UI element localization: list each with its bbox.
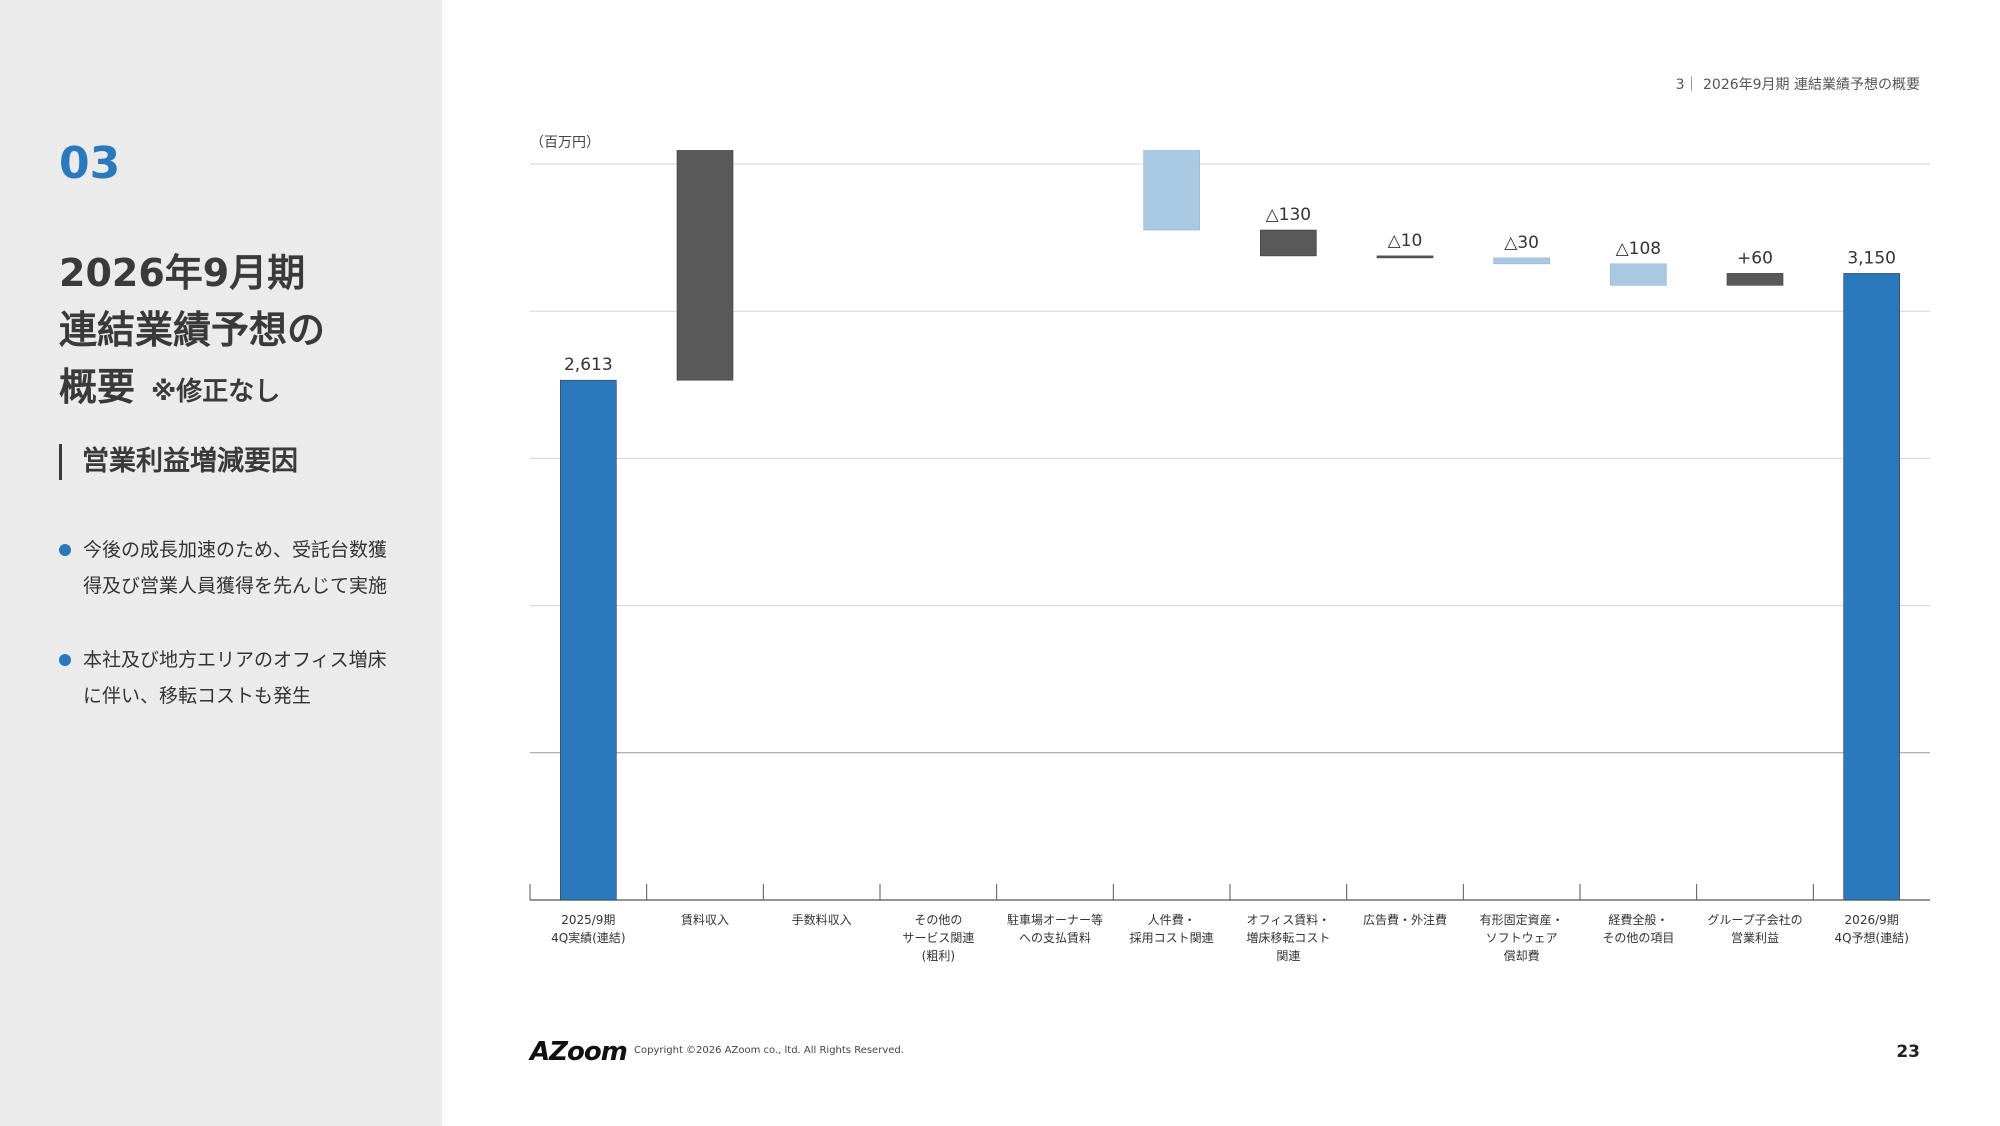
data-label: 3,150: [1847, 248, 1896, 268]
category-label: 駐車場オーナー等への支払賃料: [1007, 912, 1103, 945]
data-label: 2,613: [564, 355, 613, 375]
bar: [1610, 263, 1667, 286]
category-label-line: ソフトウェア: [1486, 931, 1558, 945]
category-label-line: 償却費: [1504, 948, 1540, 963]
category-label-line: 人件費・: [1148, 912, 1196, 927]
bar: [1726, 273, 1784, 286]
category-label-line: 4Q予想(連結): [1834, 930, 1908, 945]
sidebar: 03 2026年9月期 連結業績予想の 概要 ※修正なし 営業利益増減要因 今後の…: [0, 0, 442, 1126]
category-label-line: 手数料収入: [792, 912, 852, 927]
category-label-line: 広告費・外注費: [1363, 912, 1447, 927]
category-label-line: その他の項目: [1602, 931, 1674, 945]
category-label: その他のサービス関連 (粗利): [902, 913, 974, 963]
category-label: 経費全般・その他の項目: [1602, 912, 1674, 945]
data-label: △108: [1616, 239, 1662, 259]
category-label: 2026/9期 4Q予想(連結): [1834, 913, 1908, 945]
breadcrumb: 3｜ 2026年9月期 連結業績予想の概要: [1675, 77, 1920, 93]
category-label-line: への支払賃料: [1019, 930, 1091, 945]
data-label: △130: [1266, 205, 1312, 225]
chart-unit-label: （百万円）: [530, 135, 600, 151]
bar: [1376, 255, 1434, 259]
azoom-logo: AZoom: [530, 1037, 628, 1067]
bar: [1143, 150, 1200, 231]
section-title-line: 連結業績予想の: [59, 308, 326, 352]
category-label-line: 2025/9期: [561, 913, 615, 927]
section-title-line: 2026年9月期: [59, 251, 306, 295]
category-label-line: その他の: [914, 913, 962, 927]
category-label: オフィス賃料・増床移転コスト関連: [1246, 912, 1330, 963]
section-title-line-text: 概要: [59, 365, 136, 409]
data-label: +60: [1737, 248, 1773, 268]
category-label: 人件費・採用コスト関連: [1130, 912, 1214, 945]
category-label-line: 増床移転コスト: [1246, 931, 1330, 945]
category-label-line: (粗利): [922, 949, 955, 963]
category-label: 2025/9期 4Q実績(連結): [551, 913, 625, 945]
section-title-line: 概要 ※修正なし: [59, 359, 429, 421]
category-label-line: 賃料収入: [681, 912, 729, 927]
category-label-line: サービス関連: [902, 931, 974, 945]
category-label-line: 営業利益: [1731, 931, 1779, 945]
data-label: △30: [1504, 233, 1539, 253]
category-label-line: 2026/9期: [1845, 913, 1899, 927]
category-label-line: 経費全般・: [1608, 912, 1668, 927]
data-label: △10: [1388, 231, 1423, 251]
bar: [676, 150, 734, 381]
category-label-line: 関連: [1276, 949, 1300, 963]
bar: [1843, 273, 1900, 901]
category-label-line: 4Q実績(連結): [551, 930, 625, 945]
subheading: 営業利益増減要因: [59, 444, 298, 480]
title-note: ※修正なし: [151, 377, 281, 407]
category-label-line: 駐車場オーナー等: [1007, 912, 1103, 927]
category-label-line: 有形固定資産・: [1480, 912, 1564, 927]
category-label: 賃料収入: [681, 912, 729, 927]
category-label-line: 採用コスト関連: [1130, 931, 1214, 945]
category-label: 手数料収入: [792, 912, 852, 927]
category-label-line: グループ子会社の: [1707, 912, 1802, 927]
category-label: グループ子会社の営業利益: [1707, 912, 1802, 945]
copyright: Copyright ©2026 AZoom co., ltd. All Righ…: [634, 1045, 904, 1056]
bar: [1493, 257, 1550, 265]
bullet-item: 今後の成長加速のため、受託台数獲得及び営業人員獲得を先んじて実施: [59, 532, 399, 604]
section-number: 03: [59, 138, 121, 189]
waterfall-chart: 2,6132025/9期4Q実績(連結)+2,810賃料収入+305手数料収入+…: [529, 150, 1930, 963]
category-label: 有形固定資産・ソフトウェア償却費: [1480, 912, 1564, 963]
page-number: 23: [1896, 1042, 1920, 1062]
bullet-item: 本社及び地方エリアのオフィス増床に伴い、移転コストも発生: [59, 642, 399, 714]
section-title: 2026年9月期 連結業績予想の 概要 ※修正なし: [59, 245, 429, 421]
bar: [1260, 229, 1317, 257]
bar: [560, 379, 617, 901]
category-label-line: オフィス賃料・: [1246, 912, 1330, 927]
category-label: 広告費・外注費: [1363, 912, 1447, 927]
bullet-list: 今後の成長加速のため、受託台数獲得及び営業人員獲得を先んじて実施 本社及び地方エ…: [59, 532, 399, 752]
